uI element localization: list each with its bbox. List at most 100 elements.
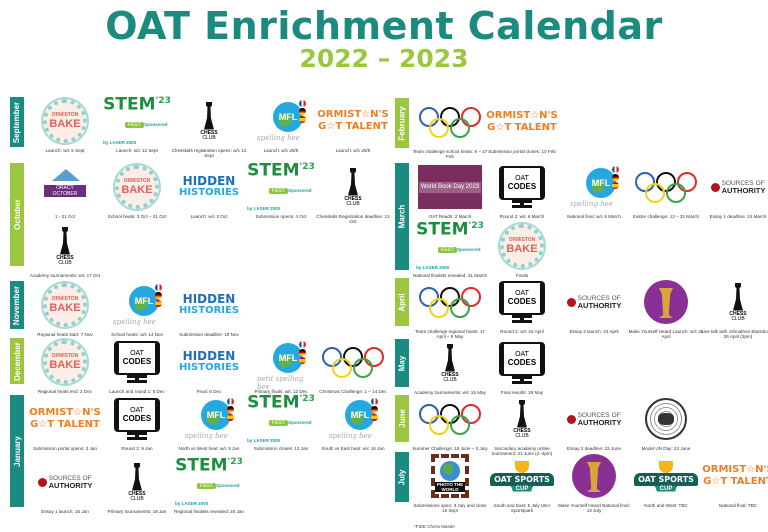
great-ormiston-bake-logo: ORMISTON BAKE (43, 283, 87, 327)
event-caption: School heats: w/c 14 Nov (111, 332, 163, 337)
seal-icon (37, 477, 47, 487)
oat-codes-logo: OAT CODES (499, 166, 545, 208)
event-caption: Finals (515, 273, 529, 278)
month-tab-november: November (10, 281, 24, 329)
maths-rings-logo (419, 105, 481, 139)
event-caption: Submission deadline: 18 Nov (179, 332, 239, 337)
event-item: SOURCES OF AUTHORITY Essay 1 deadline: 24… (702, 163, 768, 221)
sources-of-authority-logo: SOURCES OF AUTHORITY (566, 412, 621, 427)
event-caption: Round 4: w/c 24 April (500, 329, 544, 334)
oat-sports-cup-logo: OAT SPORTS CUP (490, 460, 554, 492)
chess-rook-icon (732, 282, 743, 311)
event-caption: OAT Reads: 2 March (428, 214, 472, 219)
event-caption: 1 - 31 Oct (54, 214, 76, 219)
event-item: ORMIST☆N'S G☆T TALENT Submission portal o… (29, 395, 101, 453)
event-item: OAT SPORTS CUP South and East: 5 July UEA… (486, 452, 558, 513)
event-caption: Launch and round 1: 5 Dec (109, 389, 165, 394)
ormistons-got-talent-logo: ORMIST☆N'S G☆T TALENT (29, 407, 101, 430)
event-item: OAT CODES Round 2: 9 Jan (101, 395, 173, 453)
event-caption: Launch: w/c 3 Oct (190, 214, 228, 219)
event-caption: Submission portal opens: 3 Jan (32, 446, 98, 451)
event-item: CHESS CLUB Live talk with Johnathon Black… (701, 278, 768, 339)
event-caption: School heats: 3 Oct – 21 Oct (107, 214, 167, 219)
footnote: *FIDE Chess Master (414, 524, 456, 529)
event-item: ORMISTON BAKE Regional heats end: 2 Dec (29, 338, 101, 396)
event-item: STEM'23 FEST Sponsored by LASER 2000 Submi… (245, 394, 317, 453)
event-item: MFL petit spelling bee Primary finals: w/… (245, 338, 317, 396)
event-caption: Submission closes: 13 Jan (253, 446, 309, 451)
event-caption: Essay 2 launch: 24 April (569, 329, 619, 334)
maths-rings-logo (419, 285, 481, 319)
event-item: CHESS CLUB Chesskids registration opens: … (172, 97, 246, 158)
globe-icon: MFL (586, 168, 616, 198)
event-caption: National finalists revealed: 31 March (412, 273, 488, 278)
event-caption: Christmas Challenge: 1 – 14 Dec (319, 389, 387, 394)
event-item: CHESS CLUB Primary tournaments: 18 Jan (101, 458, 173, 516)
event-caption: Regional finalists revealed: 20 Jan (174, 509, 244, 514)
chess-club-logo: CHESS CLUB (513, 399, 531, 439)
sources-of-authority-logo: SOURCES OF AUTHORITY (566, 295, 621, 310)
lectern-icon (587, 462, 601, 492)
chess-club-logo: CHESS CLUB (729, 282, 747, 322)
event-caption: Launch: w/c 12 Sept (116, 148, 158, 153)
oracy-october-logo: ORACY OCTOBER (42, 167, 88, 207)
event-item: OAT CODES Final results: 26 May (486, 339, 558, 397)
event-item: ORMIST☆N'S G☆T TALENT National final: TBC (702, 452, 768, 510)
event-item: MFL spelling bee Launch: w/c 26/9 (245, 97, 317, 155)
sources-of-authority-logo: SOURCES OF AUTHORITY (37, 475, 92, 490)
trophy-icon (515, 460, 529, 473)
event-caption: Launch: w/c 5 Sept (45, 148, 85, 153)
chess-rook-icon (347, 167, 358, 196)
page-subtitle: 2022 – 2023 (299, 44, 469, 73)
globe-icon: MFL (273, 102, 303, 132)
event-caption: North vs West heat: w/c 9 Jan (178, 446, 240, 451)
event-caption: South vs East heat: w/c 16 Jan (321, 446, 385, 451)
event-caption: Chesskids Registration deadline: 12 Oct (316, 214, 390, 225)
event-caption: Essay 2 deadline: 23 June (567, 446, 621, 451)
event-caption: North and West: TBC (644, 503, 688, 508)
seal-icon (566, 414, 576, 424)
event-item: CHESS CLUB Academy tournaments: w/c 15 Ma… (414, 339, 486, 397)
month-tab-february: February (395, 98, 409, 148)
event-caption: Make Yourself Heard Launch: w/c 24 April (628, 329, 704, 340)
month-tab-january: January (10, 395, 24, 507)
event-caption: Final results: 26 May (500, 390, 544, 395)
month-tab-april: April (395, 278, 409, 326)
chess-rook-icon (516, 399, 527, 428)
event-caption: Chesskids registration opens: w/c 12 Sep… (171, 148, 247, 159)
event-item: Make Yourself Heard National final: 13 J… (558, 452, 630, 513)
event-item: ORMISTON BAKE Finals (486, 222, 558, 280)
event-item: HIDDEN HISTORIES Final: 6 Dec (173, 338, 245, 396)
event-item: PHOTO THE WORLD Submissions open: 3 July… (413, 452, 487, 513)
hidden-histories-logo: HIDDEN HISTORIES (178, 292, 240, 316)
event-caption: Easter challenge: 13 – 31 March (632, 214, 700, 219)
stem-fest-logo: STEM'23 FEST Sponsored by LASER 2000 (103, 94, 171, 146)
oat-codes-logo: OAT CODES (499, 281, 545, 323)
event-item: ORACY OCTOBER 1 - 31 Oct (29, 163, 101, 221)
month-tab-march: March (395, 163, 409, 270)
mfl-spelling-bee-logo: MFL petit spelling bee (251, 339, 311, 391)
event-caption: Model UN Day: 22 June (641, 446, 691, 451)
event-caption: Summer Challenge: 19 June – 3 July (412, 446, 488, 451)
event-item: Christmas Challenge: 1 – 14 Dec (317, 338, 389, 396)
world-book-day-logo: World Book Day 2023 (418, 165, 482, 209)
event-item: STEM'23 FEST Sponsored by LASER 2000 Natio… (412, 221, 488, 280)
event-item: MFL spelling bee National final: w/c 6 Ma… (558, 163, 630, 221)
event-caption: Primary finals: w/c 12 Dec (254, 389, 308, 394)
ormistons-got-talent-logo: ORMIST☆N'S G☆T TALENT (702, 464, 768, 487)
stem-fest-logo: STEM'23 FEST Sponsored by LASER 2000 (175, 455, 243, 507)
event-caption: Submission portal closes: 10 Feb (488, 149, 556, 154)
trophy-icon (659, 460, 673, 473)
event-caption: Academy tournaments: w/c 17 Oct (29, 273, 101, 278)
great-ormiston-bake-logo: ORMISTON BAKE (500, 224, 544, 268)
event-caption: Submission opens: 4 Oct (255, 214, 307, 219)
event-caption: Round 2: 9 Jan (121, 446, 153, 451)
event-item: Model UN Day: 22 June (630, 395, 702, 453)
event-item: World Book Day 2023 OAT Reads: 2 March (414, 163, 486, 221)
chess-rook-icon (59, 226, 70, 255)
event-item: ORMIST☆N'S G☆T TALENT Launch: w/c 26/9 (317, 97, 389, 155)
event-caption: Essay 1 deadline: 24 March (709, 214, 767, 219)
event-item: MFL spelling bee South vs East heat: w/c … (317, 395, 389, 453)
event-caption: Team challenge school heats: 6 – 27 Feb (412, 149, 488, 160)
event-caption: Regional heats end: 2 Dec (37, 389, 93, 394)
